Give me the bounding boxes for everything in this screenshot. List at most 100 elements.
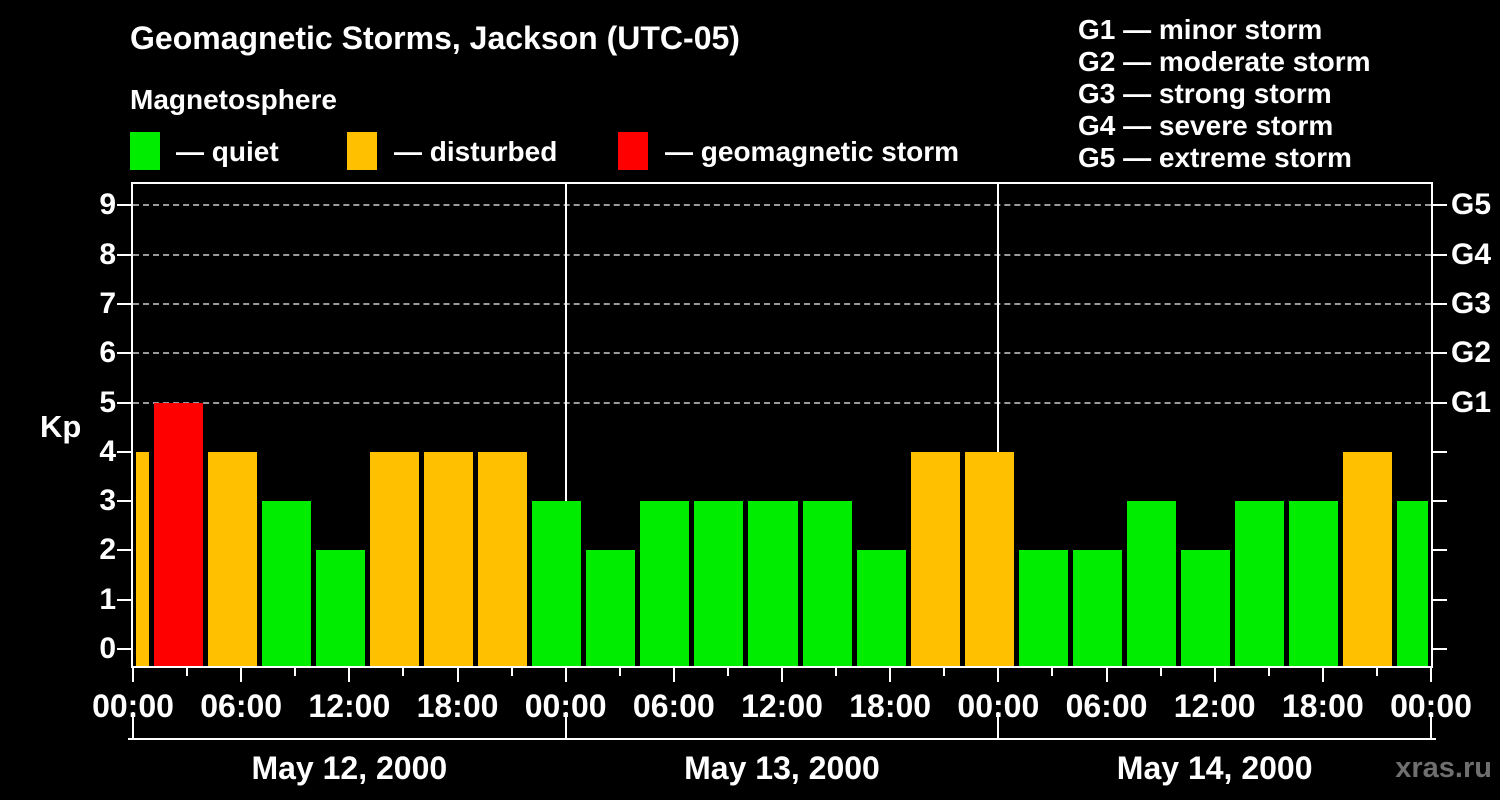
x-axis-label: 12:00 [308, 688, 391, 724]
g-scale-label: G5 [1451, 188, 1492, 222]
y-axis-tick [1433, 500, 1447, 503]
kp-bar [135, 451, 149, 666]
kp-bar [1018, 550, 1068, 666]
y-axis-label: 3 [99, 484, 116, 518]
y-axis-tick [117, 648, 131, 650]
x-axis-tick [564, 668, 567, 682]
kp-bar [1289, 501, 1339, 666]
y-axis-tick [117, 549, 131, 552]
y-axis-label: 1 [99, 582, 116, 616]
x-axis-tick [1051, 668, 1054, 676]
day-bracket [128, 738, 1436, 740]
x-axis-tick [294, 668, 297, 676]
gridline [133, 401, 1431, 404]
y-axis-tick [1433, 204, 1447, 207]
g-scale-label: G1 [1451, 385, 1492, 419]
disturbed-color-swatch [347, 132, 377, 170]
g-scale-legend-line: G2 — moderate storm [1078, 46, 1371, 77]
y-axis-tick [1433, 302, 1447, 305]
date-label: May 12, 2000 [251, 750, 448, 786]
y-axis-tick [1433, 648, 1447, 650]
gridline [133, 204, 1431, 207]
y-axis-tick [117, 352, 131, 355]
kp-bar [1235, 501, 1285, 666]
x-axis-tick [186, 668, 189, 676]
x-axis-tick [781, 668, 783, 682]
x-axis-label: 06:00 [632, 688, 715, 724]
day-bracket-tick [1430, 712, 1432, 740]
x-axis-tick [997, 668, 1000, 682]
kp-bar [1072, 550, 1123, 666]
day-divider [564, 184, 567, 666]
x-axis-label: 18:00 [1281, 688, 1364, 724]
kp-bar [532, 501, 582, 666]
g-scale-legend-line: G3 — strong storm [1078, 78, 1332, 109]
y-axis-tick [1433, 450, 1447, 453]
g-scale-label: G2 [1451, 336, 1492, 370]
y-axis-tick [117, 302, 131, 305]
day-bracket-tick [564, 712, 567, 740]
kp-bar [315, 550, 365, 666]
x-axis-tick [1267, 668, 1270, 676]
x-axis-tick [132, 668, 134, 682]
y-axis-tick [117, 204, 131, 207]
kp-bar [261, 501, 311, 666]
chart-subtitle: Magnetosphere [130, 84, 337, 115]
kp-bar [1181, 550, 1231, 666]
x-axis-tick [1321, 668, 1324, 682]
x-axis-tick [402, 668, 405, 676]
x-axis-label: 12:00 [741, 688, 823, 724]
y-axis-tick [117, 598, 131, 601]
kp-bar [748, 501, 798, 666]
quiet-color-swatch [130, 132, 160, 170]
x-axis-label: 12:00 [1173, 688, 1256, 724]
x-axis-tick [1213, 668, 1216, 682]
x-axis-label: 18:00 [849, 688, 932, 724]
x-axis-tick [618, 668, 621, 676]
y-axis-label: 2 [99, 533, 116, 567]
x-axis-tick [1430, 668, 1432, 682]
y-axis-label: 6 [99, 336, 116, 370]
page-title: Geomagnetic Storms, Jackson (UTC-05) [130, 20, 740, 56]
y-axis-tick [1433, 549, 1447, 552]
x-axis-tick [510, 668, 513, 676]
x-axis-tick [835, 668, 838, 676]
kp-bar [1397, 501, 1429, 666]
quiet-legend-label: — quiet [176, 136, 279, 167]
y-axis-tick [1433, 352, 1447, 355]
x-axis-label: 18:00 [416, 688, 499, 724]
y-axis-tick [117, 500, 131, 503]
x-axis-label: 06:00 [200, 688, 283, 724]
day-bracket-tick [997, 712, 1000, 740]
kp-bar [207, 451, 257, 666]
y-axis-tick [117, 401, 131, 404]
gridline [133, 302, 1431, 305]
kp-bar [1127, 501, 1177, 666]
gridline [133, 253, 1431, 256]
g-scale-legend-line: G4 — severe storm [1078, 110, 1334, 141]
kp-bar [153, 402, 203, 666]
day-divider [997, 184, 1000, 666]
kp-bar [964, 451, 1014, 666]
x-axis-tick [943, 668, 946, 676]
date-label: May 14, 2000 [1116, 750, 1313, 786]
g-scale-legend-line: G5 — extreme storm [1078, 142, 1352, 173]
kp-bar [802, 501, 852, 666]
kp-bar [423, 451, 474, 666]
day-bracket-tick [132, 712, 134, 740]
g-scale-label: G3 [1451, 286, 1492, 320]
x-axis-label: 06:00 [1065, 688, 1148, 724]
x-axis-tick [1159, 668, 1162, 676]
gridline [133, 352, 1431, 355]
y-axis-label: 5 [99, 385, 116, 419]
kp-bar [910, 451, 960, 666]
date-label: May 13, 2000 [684, 750, 880, 786]
kp-bar [694, 501, 744, 666]
y-axis-tick [1433, 401, 1447, 404]
y-axis-title: Kp [40, 409, 82, 445]
y-axis-tick [1433, 598, 1447, 601]
g-scale-legend-line: G1 — minor storm [1078, 14, 1323, 45]
x-axis-tick [240, 668, 243, 682]
x-axis-tick [889, 668, 892, 682]
